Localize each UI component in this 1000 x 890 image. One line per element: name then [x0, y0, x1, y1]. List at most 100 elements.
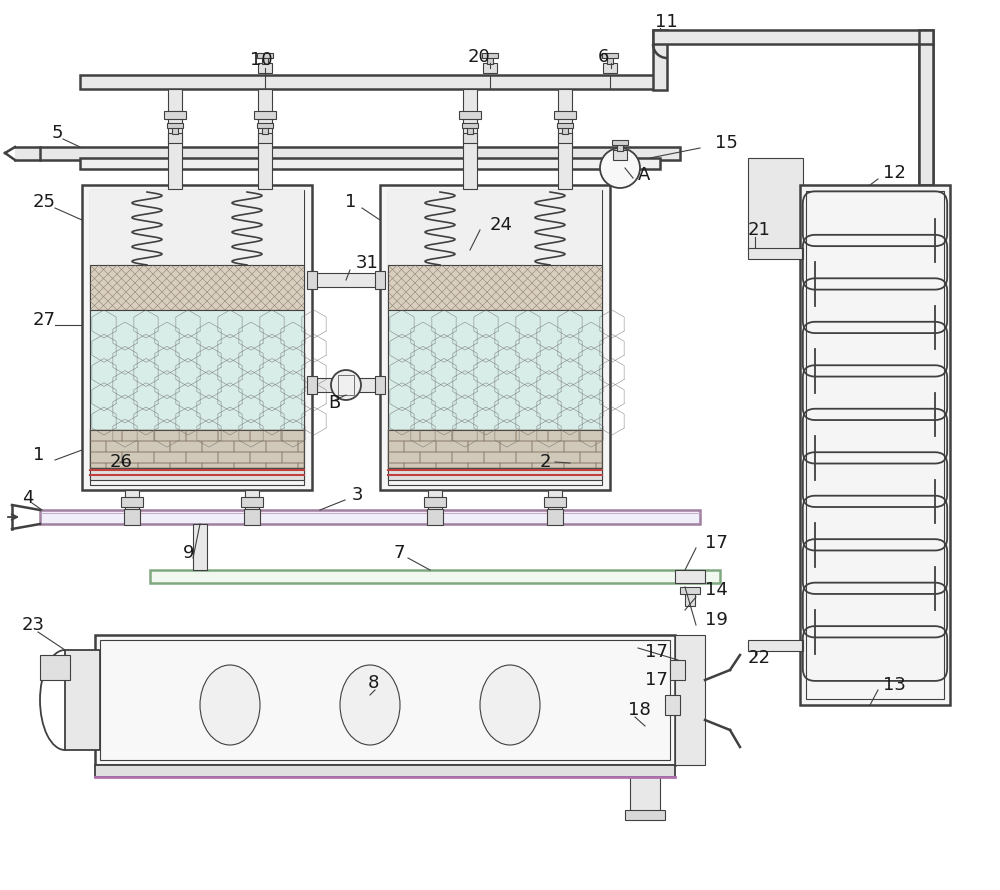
Bar — [154, 430, 186, 441]
Bar — [138, 441, 170, 452]
Bar — [258, 133, 272, 143]
Bar — [484, 452, 516, 463]
Text: 10: 10 — [250, 51, 273, 69]
Bar — [167, 123, 183, 128]
Bar — [653, 30, 667, 90]
Bar — [919, 44, 933, 185]
Bar — [90, 430, 122, 441]
Circle shape — [331, 370, 361, 400]
Bar — [500, 441, 532, 452]
Bar — [427, 509, 443, 525]
Bar — [121, 497, 143, 507]
Bar — [487, 56, 493, 64]
Bar — [500, 463, 532, 468]
Bar — [193, 524, 207, 570]
Bar — [516, 430, 548, 441]
Bar — [80, 75, 660, 89]
Bar — [186, 430, 218, 441]
Bar — [125, 490, 139, 510]
Bar — [312, 273, 380, 287]
Bar — [748, 158, 803, 250]
Bar — [95, 635, 675, 765]
Bar — [375, 376, 385, 394]
Bar — [186, 452, 218, 463]
Bar — [82, 185, 312, 490]
Bar — [262, 56, 268, 64]
Bar — [675, 570, 705, 583]
Bar — [245, 490, 259, 510]
Bar — [562, 126, 568, 134]
Text: 11: 11 — [655, 13, 678, 31]
Bar — [388, 452, 420, 463]
Bar — [138, 463, 170, 468]
Bar — [234, 463, 266, 468]
Bar — [90, 265, 304, 310]
Text: 15: 15 — [715, 134, 738, 152]
Bar — [122, 452, 154, 463]
Bar — [258, 89, 272, 189]
Bar — [653, 30, 933, 44]
Bar — [168, 133, 182, 143]
Text: 17: 17 — [645, 643, 668, 661]
Bar — [388, 190, 602, 265]
Text: 4: 4 — [22, 489, 34, 507]
Bar — [164, 111, 186, 119]
Bar — [250, 430, 282, 441]
Bar — [748, 640, 803, 651]
Text: 22: 22 — [748, 649, 771, 667]
Bar — [670, 660, 685, 680]
Bar — [436, 441, 468, 452]
Text: A: A — [638, 166, 650, 184]
Bar — [262, 126, 268, 134]
Bar — [548, 452, 580, 463]
Bar — [564, 463, 596, 468]
Bar — [459, 111, 481, 119]
Bar — [170, 463, 202, 468]
Text: 20: 20 — [468, 48, 491, 66]
Bar — [675, 635, 705, 765]
Bar — [463, 89, 477, 189]
Bar — [106, 463, 138, 468]
Text: 18: 18 — [628, 701, 651, 719]
Text: 27: 27 — [33, 311, 56, 329]
Bar — [580, 452, 602, 463]
Text: 19: 19 — [705, 611, 728, 629]
Bar — [90, 468, 304, 480]
Bar — [420, 452, 452, 463]
Bar — [380, 185, 610, 490]
Text: 12: 12 — [883, 164, 906, 182]
Bar — [298, 441, 304, 452]
Bar — [420, 430, 452, 441]
Bar — [244, 509, 260, 525]
Bar — [607, 56, 613, 64]
Bar — [544, 497, 566, 507]
Text: B: B — [328, 394, 340, 412]
Bar — [124, 509, 140, 525]
Bar — [665, 695, 680, 715]
Text: 1: 1 — [33, 446, 44, 464]
Bar — [65, 650, 100, 750]
Bar — [40, 510, 700, 524]
Bar — [806, 191, 944, 699]
Bar — [266, 463, 298, 468]
Circle shape — [600, 148, 640, 188]
Text: 23: 23 — [22, 616, 45, 634]
Bar — [168, 89, 182, 189]
Bar — [307, 271, 317, 289]
Text: 24: 24 — [490, 216, 513, 234]
Bar — [307, 376, 317, 394]
Text: 6: 6 — [598, 48, 609, 66]
Ellipse shape — [200, 665, 260, 745]
Bar — [685, 590, 695, 606]
Bar — [202, 441, 234, 452]
Bar — [748, 248, 803, 259]
Bar — [150, 570, 720, 583]
Bar — [282, 452, 304, 463]
Bar — [580, 430, 602, 441]
Bar — [388, 190, 602, 485]
Bar — [388, 441, 404, 452]
Bar — [424, 497, 446, 507]
Ellipse shape — [480, 665, 540, 745]
Text: 8: 8 — [368, 674, 379, 692]
Text: 25: 25 — [33, 193, 56, 211]
